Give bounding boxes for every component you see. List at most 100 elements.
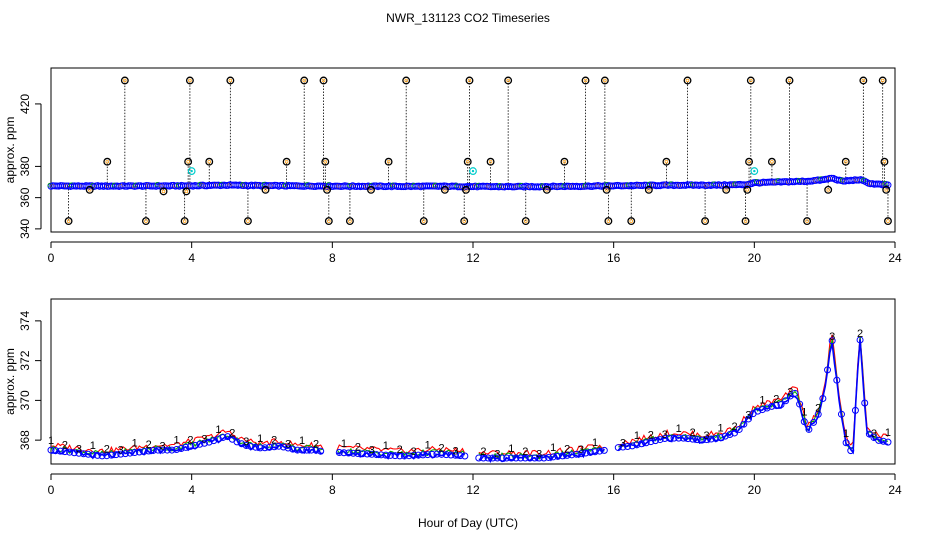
series-point — [163, 446, 171, 454]
series-digit-3: 3 — [369, 445, 375, 457]
x-axis-label: Hour of Day (UTC) — [418, 516, 518, 530]
spike-point-inner — [443, 188, 447, 192]
spike-point-inner — [325, 188, 329, 192]
series-point — [275, 442, 283, 450]
spike-point — [185, 76, 194, 85]
series-point — [252, 443, 260, 451]
series-digit-3: 3 — [494, 448, 500, 460]
spike-point — [243, 217, 252, 226]
series-digit-1: 1 — [90, 440, 96, 452]
x-tick-label: 4 — [188, 251, 195, 265]
series-point — [52, 447, 60, 455]
cyan-point-inner — [471, 169, 475, 173]
y-axis-label: approx. ppm — [3, 117, 17, 184]
series-point — [819, 395, 827, 403]
series-point — [735, 425, 743, 433]
cyan-point-inner — [190, 169, 193, 173]
series-digit-1: 1 — [676, 423, 682, 435]
series-point — [596, 447, 604, 455]
x-tick-label: 24 — [888, 251, 902, 265]
spike-point-inner — [724, 188, 728, 192]
spike-point — [64, 217, 73, 226]
series-point — [98, 452, 106, 460]
series-digit-1: 1 — [173, 435, 179, 447]
series-point — [810, 418, 818, 426]
spike-point — [882, 185, 891, 194]
series-point — [624, 443, 632, 451]
series-point — [614, 444, 622, 452]
series-point — [717, 434, 725, 442]
series-point — [572, 450, 580, 458]
spike-point-inner — [826, 188, 830, 192]
series-digit-3: 3 — [118, 445, 124, 457]
spike-point — [180, 217, 189, 226]
spike-lines — [68, 80, 889, 222]
spike-point-inner — [884, 188, 888, 192]
series-point — [238, 440, 246, 448]
series-point — [377, 451, 385, 459]
series-point — [661, 435, 669, 443]
series-point — [438, 450, 446, 458]
spike-point-inner — [182, 219, 187, 223]
series-point — [410, 451, 418, 459]
series-point — [396, 452, 404, 460]
series-digit-1: 1 — [634, 430, 640, 442]
series-point — [391, 452, 399, 460]
spike-point-inner — [787, 78, 792, 83]
spike-point — [319, 76, 328, 85]
series-point — [782, 397, 790, 405]
chart-title: NWR_131123 CO2 Timeseries — [386, 11, 550, 25]
spike-point-inner — [886, 219, 890, 223]
series-point — [131, 449, 139, 457]
x-axis: 0 4 8 12 16 20 24 — [48, 241, 902, 265]
spike-point-inner — [188, 78, 192, 83]
series-line-2 — [50, 336, 889, 460]
spike-point — [282, 157, 291, 166]
spike-points — [64, 76, 892, 226]
series-point — [837, 410, 845, 418]
spike-point-inner — [263, 188, 268, 192]
series-point — [875, 436, 883, 444]
spike-point — [841, 157, 850, 166]
spike-point-inner — [647, 188, 651, 192]
series-digit-3: 3 — [620, 437, 626, 449]
series-point — [70, 449, 78, 457]
series-digit-2: 2 — [731, 421, 737, 433]
series-digit-2: 2 — [522, 446, 528, 458]
series-point — [549, 453, 557, 461]
cyan-points — [187, 167, 759, 175]
series-digit-2: 2 — [480, 446, 486, 458]
series-digit-2: 2 — [397, 444, 403, 456]
series-point — [103, 452, 111, 460]
series-point — [400, 452, 408, 460]
series-digit-1: 1 — [843, 428, 849, 440]
series-point — [93, 451, 101, 459]
spike-point-inner — [462, 219, 466, 223]
series-digit-1: 1 — [425, 440, 431, 452]
spike-point — [745, 157, 754, 166]
series-point — [861, 399, 869, 407]
spike-point — [644, 185, 653, 194]
series-digit-3: 3 — [285, 438, 291, 450]
series-point — [182, 443, 190, 451]
spike-point — [521, 217, 530, 226]
series-point — [642, 439, 650, 447]
y-axis: 340 360 380 420 — [18, 94, 42, 239]
series-point — [61, 448, 69, 456]
y-tick-label: 420 — [18, 94, 32, 114]
series-point — [340, 449, 348, 457]
spike-point — [465, 76, 474, 85]
series-digit-3: 3 — [243, 436, 249, 448]
spike-point — [604, 217, 613, 226]
series-digit-3: 3 — [829, 331, 835, 343]
series-point — [684, 435, 692, 443]
series-point — [507, 454, 515, 462]
spike-point-inner — [404, 78, 408, 83]
y-tick-label: 368 — [18, 430, 32, 450]
spike-point-inner — [703, 219, 707, 223]
spike-point — [321, 157, 330, 166]
series-point — [428, 450, 436, 458]
